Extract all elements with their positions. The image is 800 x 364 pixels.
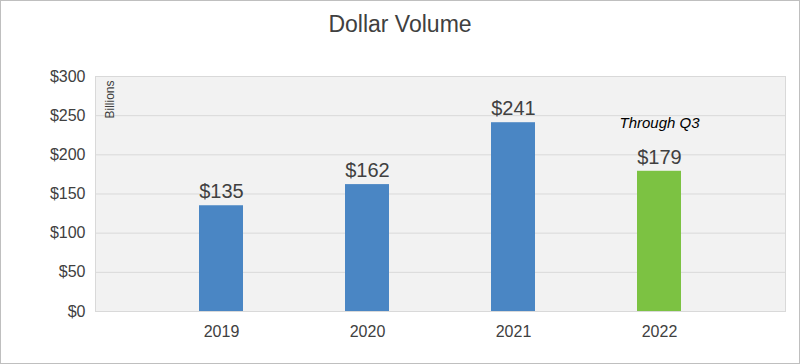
svg-text:$300: $300 <box>50 68 86 85</box>
svg-text:$200: $200 <box>50 146 86 163</box>
svg-text:Through Q3: Through Q3 <box>619 114 700 131</box>
svg-text:$50: $50 <box>59 263 86 280</box>
svg-text:2019: 2019 <box>204 323 240 340</box>
svg-text:$162: $162 <box>345 159 390 181</box>
svg-text:Billions: Billions <box>103 81 117 119</box>
svg-text:2021: 2021 <box>496 323 532 340</box>
svg-text:$0: $0 <box>68 303 86 320</box>
svg-text:$150: $150 <box>50 185 86 202</box>
svg-text:$135: $135 <box>199 180 244 202</box>
svg-text:$100: $100 <box>50 224 86 241</box>
html-text:Dollar Volume: Dollar Volume <box>328 11 472 37</box>
svg-text:$250: $250 <box>50 107 86 124</box>
svg-text:2022: 2022 <box>642 323 678 340</box>
svg-text:2020: 2020 <box>350 323 386 340</box>
svg-text:$179: $179 <box>637 146 682 168</box>
svg-text:$241: $241 <box>491 97 536 119</box>
